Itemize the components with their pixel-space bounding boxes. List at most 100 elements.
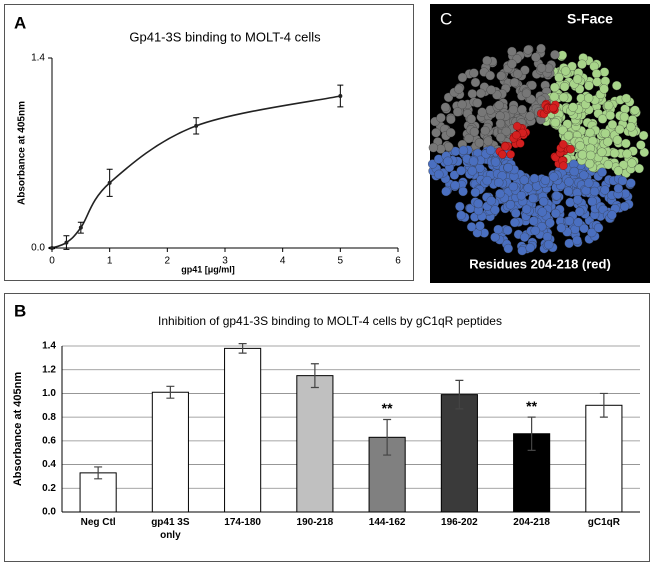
atom	[512, 130, 521, 140]
atom	[508, 104, 518, 115]
atom	[495, 189, 505, 199]
y-axis-label: Absorbance at 405nm	[17, 101, 28, 205]
atom	[436, 113, 446, 123]
atom	[443, 142, 454, 152]
error-bar	[166, 385, 175, 399]
atom	[587, 227, 597, 238]
atom	[549, 103, 558, 113]
atom	[449, 170, 460, 180]
atom	[550, 117, 560, 128]
atom	[476, 88, 486, 98]
atom	[579, 170, 589, 180]
atom	[589, 186, 600, 197]
atom	[458, 145, 469, 155]
atom	[584, 159, 595, 169]
atom	[559, 92, 569, 102]
atom	[482, 55, 492, 66]
atom	[579, 223, 589, 234]
y-tick-label: 1.2	[42, 364, 56, 375]
atom	[528, 216, 539, 226]
atom	[434, 169, 444, 180]
x-tick-label: 2	[165, 256, 171, 267]
atom	[575, 141, 585, 151]
x-tick-label-box: gp41 3S only	[151, 517, 189, 541]
x-tick-label: gC1qR	[587, 517, 620, 528]
x-tick-label-box: 190-218	[296, 517, 334, 528]
atom	[627, 158, 637, 168]
atom	[529, 173, 540, 184]
atom	[600, 128, 611, 139]
atom	[521, 204, 532, 214]
atom	[619, 201, 630, 212]
atom	[599, 67, 610, 77]
x-tick-label: 174-180	[224, 517, 261, 528]
panel-a-frame	[4, 4, 414, 281]
atom	[542, 232, 553, 242]
atom	[586, 150, 596, 161]
x-tick-label: 190-218	[296, 517, 334, 528]
atom	[468, 156, 479, 166]
atom	[486, 196, 496, 206]
atom	[466, 114, 476, 124]
atom	[501, 126, 511, 137]
x-tick-label: 6	[395, 256, 401, 267]
atom	[493, 224, 503, 235]
atom	[458, 186, 468, 197]
atom	[467, 166, 477, 176]
atom	[469, 127, 480, 137]
error-bar	[310, 363, 319, 389]
atom	[549, 172, 559, 182]
atom	[505, 200, 516, 210]
atom	[508, 181, 518, 192]
y-tick-label: 1.4	[42, 341, 56, 352]
atom	[457, 99, 467, 110]
x-tick-label: 204-218	[513, 517, 550, 528]
atom	[452, 107, 463, 117]
atom	[472, 98, 483, 108]
atom	[470, 77, 481, 88]
error-bar	[527, 416, 536, 451]
x-tick-label: 1	[107, 256, 113, 267]
atom	[540, 175, 551, 185]
error-bar	[599, 392, 608, 418]
atom	[450, 180, 460, 191]
atom	[495, 132, 506, 143]
x-tick-label-box: 144-162	[368, 517, 406, 528]
atom	[584, 178, 594, 188]
panel-letter: A	[14, 13, 26, 32]
atom	[626, 122, 636, 132]
atom	[575, 207, 585, 217]
x-tick-label: 196-202	[441, 517, 478, 528]
bar	[296, 375, 334, 513]
atom	[552, 191, 562, 201]
x-tick-label: 144-162	[368, 517, 406, 528]
atom	[521, 88, 532, 98]
atom	[511, 208, 521, 218]
atom	[536, 43, 546, 54]
atom	[563, 131, 574, 141]
error-bar	[238, 343, 247, 354]
atom	[564, 177, 574, 187]
atom	[593, 223, 604, 233]
atom	[626, 178, 636, 188]
atom	[569, 166, 579, 177]
atom	[516, 139, 525, 148]
atom	[585, 127, 595, 138]
atom	[636, 140, 646, 150]
atom	[559, 161, 568, 170]
atom	[603, 159, 613, 170]
x-tick-label: 5	[338, 256, 344, 267]
atom	[572, 74, 583, 84]
atom	[440, 102, 451, 112]
atom	[483, 136, 493, 146]
atom	[455, 201, 465, 212]
atom	[517, 104, 527, 115]
data-point	[64, 240, 69, 245]
atom	[494, 177, 504, 188]
error-bar	[383, 418, 392, 456]
atom	[597, 147, 607, 157]
atom	[622, 149, 632, 159]
atom	[466, 222, 477, 232]
atom	[470, 187, 480, 198]
x-tick-label-box: 174-180	[224, 517, 261, 528]
